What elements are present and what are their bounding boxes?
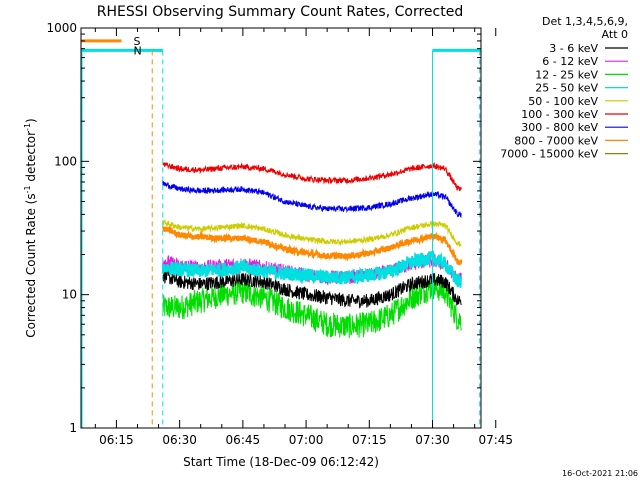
legend-header-line-1: Det 1,3,4,5,6,9, bbox=[542, 15, 628, 28]
flag-label-1: N bbox=[133, 44, 141, 57]
y-tick-label-1: 10 bbox=[62, 288, 77, 302]
plot-frame bbox=[80, 27, 482, 429]
x-tick-label-2: 06:45 bbox=[226, 433, 261, 447]
flag-layer: SN bbox=[81, 35, 481, 428]
legend-label-8: 7000 - 15000 keV bbox=[500, 148, 598, 161]
series-line-3 bbox=[161, 250, 463, 288]
x-tick-label-4: 07:15 bbox=[352, 433, 387, 447]
y-tick-label-2: 100 bbox=[54, 154, 77, 168]
x-tick-label-1: 06:30 bbox=[162, 433, 197, 447]
generation-timestamp: 16-Oct-2021 21:06 bbox=[562, 469, 638, 478]
legend-header-line-2: Att 0 bbox=[602, 28, 628, 41]
y-tick-label-0: 1 bbox=[69, 421, 77, 435]
y-axis-label: Corrected Count Rate (s-1 detector-1) bbox=[23, 118, 38, 337]
y-axis-label-exp-2: -1 bbox=[23, 123, 32, 131]
legend-label-2: 12 - 25 keV bbox=[535, 68, 598, 81]
series-line-0 bbox=[162, 269, 462, 309]
y-axis-label-end: ) bbox=[24, 118, 38, 123]
legend-label-3: 25 - 50 keV bbox=[535, 82, 598, 95]
series-line-2 bbox=[162, 275, 462, 339]
y-axis-label-exp-1: -1 bbox=[23, 185, 32, 193]
x-tick-label-0: 06:15 bbox=[99, 433, 134, 447]
y-axis: 1 10 100 1000 bbox=[46, 21, 481, 435]
x-axis: 06:15 06:30 06:45 07:00 07:15 07:30 07:45 bbox=[94, 28, 513, 447]
legend-label-4: 50 - 100 keV bbox=[528, 95, 598, 108]
x-tick-label-5: 07:30 bbox=[415, 433, 450, 447]
legend-label-1: 6 - 12 keV bbox=[542, 55, 598, 68]
series-line-5 bbox=[162, 161, 462, 192]
y-axis-label-base: Corrected Count Rate (s bbox=[24, 193, 38, 337]
x-tick-label-6: 07:45 bbox=[478, 433, 513, 447]
legend-label-0: 3 - 6 keV bbox=[549, 42, 598, 55]
legend-label-5: 100 - 300 keV bbox=[521, 108, 598, 121]
series-line-7 bbox=[162, 224, 463, 266]
y-axis-label-mid: detector bbox=[24, 131, 38, 186]
flag-label-0: S bbox=[133, 35, 140, 48]
legend-label-6: 300 - 800 keV bbox=[521, 121, 598, 134]
y-tick-label-3: 1000 bbox=[46, 21, 77, 35]
series-layer bbox=[161, 161, 463, 339]
chart-title: RHESSI Observing Summary Count Rates, Co… bbox=[97, 4, 463, 20]
legend-label-7: 800 - 7000 keV bbox=[514, 134, 598, 147]
x-axis-label: Start Time (18-Dec-09 06:12:42) bbox=[183, 455, 379, 469]
x-tick-label-3: 07:00 bbox=[289, 433, 324, 447]
series-line-6 bbox=[162, 180, 462, 219]
series-line-4 bbox=[162, 219, 462, 247]
